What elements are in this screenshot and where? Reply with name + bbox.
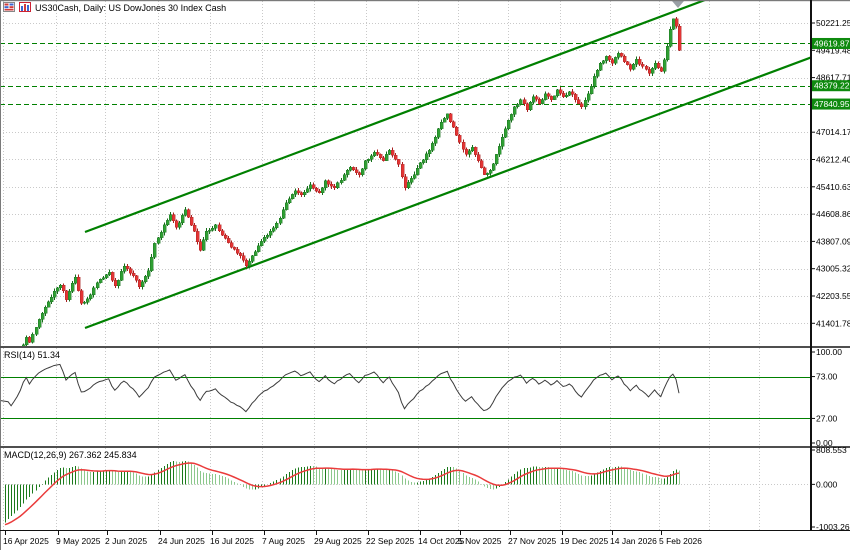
- svg-text:27.00: 27.00: [816, 413, 838, 423]
- rsi-macd-divider[interactable]: [0, 446, 850, 448]
- left-border: [0, 0, 1, 550]
- rsi-line: [0, 363, 680, 413]
- svg-text:19 Dec 2025: 19 Dec 2025: [560, 536, 608, 546]
- svg-text:0.000: 0.000: [816, 479, 838, 489]
- svg-text:49619.87: 49619.87: [814, 38, 850, 48]
- svg-text:43807.09: 43807.09: [816, 236, 850, 246]
- svg-text:73.00: 73.00: [816, 372, 838, 382]
- level-price-badge: [812, 80, 850, 92]
- svg-text:7 Aug 2025: 7 Aug 2025: [262, 536, 305, 546]
- chart-shift-marker[interactable]: [672, 1, 684, 8]
- candles: [21, 17, 682, 346]
- svg-text:46212.40: 46212.40: [816, 154, 850, 164]
- trend-channel-upper[interactable]: [84, 0, 706, 234]
- svg-text:29 Aug 2025: 29 Aug 2025: [314, 536, 362, 546]
- macd-caption: MACD(12,26,9) 267.362 245.834: [4, 450, 137, 460]
- level-price-badge: [812, 98, 850, 110]
- svg-text:16 Jul 2025: 16 Jul 2025: [210, 536, 254, 546]
- svg-text:5 Nov 2025: 5 Nov 2025: [458, 536, 502, 546]
- svg-text:2 Jun 2025: 2 Jun 2025: [105, 536, 147, 546]
- svg-text:42203.55: 42203.55: [816, 291, 850, 301]
- price-axis[interactable]: 50221.25 49419.48 48617.71 47014.17 46212.40…: [810, 18, 850, 532]
- svg-text:48617.71: 48617.71: [816, 73, 850, 83]
- svg-text:100.00: 100.00: [816, 347, 842, 357]
- svg-text:0.00: 0.00: [816, 438, 833, 448]
- svg-text:27 Nov 2025: 27 Nov 2025: [508, 536, 556, 546]
- svg-text:14 Oct 2025: 14 Oct 2025: [418, 536, 465, 546]
- trend-channel-lower[interactable]: [84, 56, 812, 330]
- svg-text:22 Sep 2025: 22 Sep 2025: [366, 536, 414, 546]
- time-axis[interactable]: 16 Apr 2025 9 May 2025 2 Jun 2025 24 Jun 20…: [3, 531, 702, 546]
- time-axis-line: [0, 530, 850, 531]
- price-axis-line: [810, 0, 812, 531]
- svg-text:44608.86: 44608.86: [816, 209, 850, 219]
- macd-histogram: [5, 460, 680, 523]
- svg-text:14 Jan 2026: 14 Jan 2026: [610, 536, 657, 546]
- svg-text:808.553: 808.553: [816, 445, 847, 455]
- svg-text:47014.17: 47014.17: [816, 127, 850, 137]
- svg-text:-1003.266: -1003.266: [816, 522, 850, 532]
- rsi-caption: RSI(14) 51.34: [4, 350, 61, 360]
- chart-title: US30Cash, Daily: US DowJones 30 Index Ca…: [35, 3, 227, 13]
- market-watch-icon[interactable]: [3, 2, 15, 15]
- svg-text:41401.78: 41401.78: [816, 318, 850, 328]
- svg-text:45410.63: 45410.63: [816, 182, 850, 192]
- grid: [0, 1, 810, 530]
- level-price-badge: [812, 37, 850, 49]
- price-levels: [0, 43, 810, 105]
- svg-text:24 Jun 2025: 24 Jun 2025: [158, 536, 205, 546]
- main-rsi-divider[interactable]: [0, 346, 850, 348]
- svg-text:48379.22: 48379.22: [814, 81, 850, 91]
- svg-text:43005.32: 43005.32: [816, 264, 850, 274]
- trend-channel: [84, 0, 812, 330]
- svg-text:49419.48: 49419.48: [816, 45, 850, 55]
- svg-text:5 Feb 2026: 5 Feb 2026: [659, 536, 702, 546]
- chart-header: US30Cash, Daily: US DowJones 30 Index Ca…: [3, 2, 226, 15]
- svg-text:9 May 2025: 9 May 2025: [56, 536, 101, 546]
- top-border: [0, 0, 850, 2]
- svg-text:50221.25: 50221.25: [816, 18, 850, 28]
- macd-signal-line: [4, 462, 680, 526]
- svg-text:47840.95: 47840.95: [814, 99, 850, 109]
- chart-symbol-icon[interactable]: [19, 2, 31, 15]
- svg-text:16 Apr 2025: 16 Apr 2025: [3, 536, 49, 546]
